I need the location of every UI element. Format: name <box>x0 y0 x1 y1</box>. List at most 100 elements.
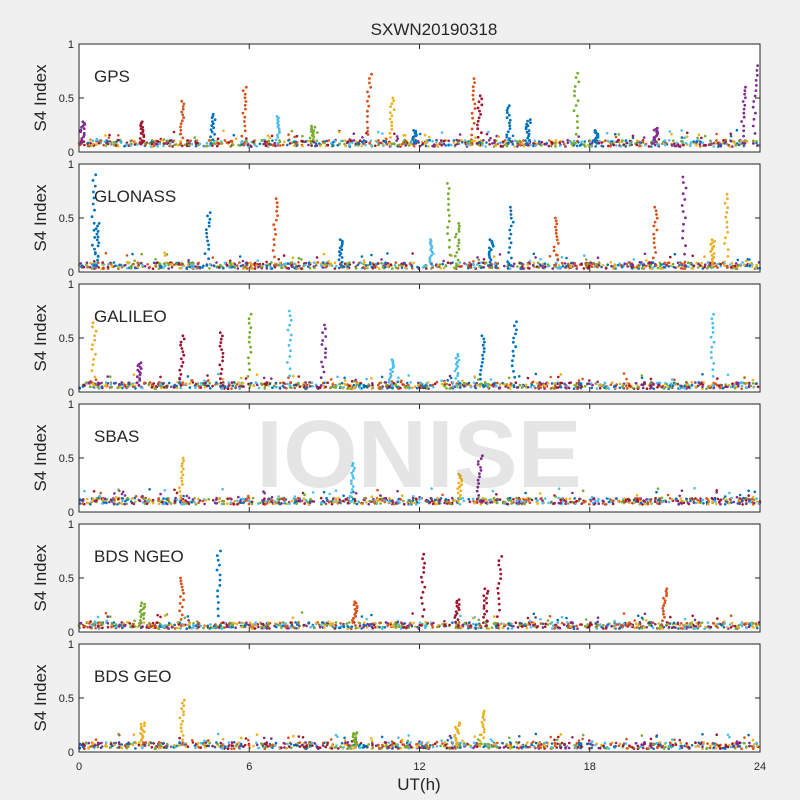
scatter-point <box>431 502 435 506</box>
spike-point <box>240 134 244 138</box>
scatter-point <box>609 260 612 264</box>
scatter-point <box>222 499 225 503</box>
spike-point <box>244 107 247 111</box>
scatter-point <box>96 385 100 389</box>
spike-point <box>508 237 511 240</box>
scatter-point <box>596 380 599 384</box>
spike-series <box>138 120 146 145</box>
spike-point <box>456 374 459 378</box>
scatter-point <box>716 497 720 501</box>
spike-point <box>95 232 99 236</box>
spike-point <box>505 111 509 115</box>
scatter-point <box>270 267 274 270</box>
scatter-point <box>359 261 363 265</box>
spike-point <box>529 121 532 124</box>
scatter-point <box>231 143 235 147</box>
spike-series <box>486 238 495 267</box>
spike-point <box>454 356 458 360</box>
scatter-point <box>86 141 90 145</box>
y-tick-label: 0.5 <box>59 333 74 345</box>
scatter-point <box>541 266 545 269</box>
scatter-point <box>162 497 165 500</box>
scatter-point <box>725 265 728 268</box>
scatter-point <box>260 625 263 629</box>
scatter-point <box>162 138 166 141</box>
spike-point <box>456 371 460 375</box>
scatter-point <box>171 145 174 148</box>
scatter-point <box>575 267 578 270</box>
scatter-point <box>253 267 257 270</box>
scatter-point <box>402 383 406 387</box>
scatter-point <box>650 145 653 148</box>
scatter-point <box>133 619 136 622</box>
scatter-point <box>618 262 621 265</box>
spike-series <box>79 120 87 145</box>
scatter-point <box>394 266 398 269</box>
spike-point <box>94 352 97 356</box>
scatter-point <box>516 265 519 268</box>
scatter-point <box>649 377 653 381</box>
spike-point <box>507 113 511 117</box>
scatter-point <box>182 264 185 268</box>
spike-point <box>389 136 392 139</box>
scatter-point <box>121 499 124 503</box>
spike-point <box>481 357 485 361</box>
scatter-point <box>738 493 742 497</box>
scatter-point <box>620 140 624 143</box>
scatter-point <box>648 261 651 264</box>
spike-point <box>457 222 461 225</box>
scatter-point <box>291 616 295 619</box>
scatter-point <box>172 139 176 143</box>
scatter-point <box>731 382 734 386</box>
scatter-point <box>694 501 698 505</box>
scatter-point <box>215 261 218 264</box>
spike-point <box>181 334 185 338</box>
scatter-point <box>431 385 435 389</box>
scatter-point <box>708 143 711 146</box>
spike-series <box>478 334 486 387</box>
spike-series <box>135 361 143 387</box>
scatter-point <box>358 139 362 142</box>
scatter-point <box>506 267 510 270</box>
scatter-point <box>575 144 579 148</box>
scatter-point <box>474 136 477 139</box>
scatter-point <box>755 382 758 385</box>
scatter-point <box>435 140 438 144</box>
scatter-point <box>557 264 561 267</box>
spike-point <box>712 312 715 316</box>
scatter-point <box>105 141 108 145</box>
scatter-point <box>586 263 589 266</box>
spike-point <box>181 113 185 117</box>
spike-point <box>681 192 685 196</box>
scatter-point <box>567 386 571 390</box>
spike-series <box>388 96 396 145</box>
scatter-point <box>740 384 744 388</box>
spike-point <box>680 204 684 207</box>
scatter-point <box>265 627 269 630</box>
scatter-point <box>555 386 558 389</box>
scatter-point <box>636 499 639 503</box>
scatter-point <box>284 262 287 265</box>
spike-point <box>653 246 657 249</box>
spike-point <box>576 114 579 118</box>
scatter-point <box>87 381 91 385</box>
scatter-point <box>656 502 659 505</box>
scatter-point <box>587 264 591 268</box>
scatter-point <box>323 141 326 145</box>
scatter-point <box>336 375 339 379</box>
scatter-point <box>213 142 217 145</box>
scatter-point <box>560 498 563 502</box>
scatter-point <box>638 627 641 630</box>
scatter-point <box>748 499 751 502</box>
scatter-point <box>591 262 595 266</box>
spike-point <box>180 110 184 114</box>
scatter-point <box>601 499 605 503</box>
scatter-point <box>572 139 576 143</box>
scatter-point <box>598 386 602 390</box>
scatter-point <box>436 624 440 627</box>
scatter-point <box>560 615 564 619</box>
scatter-point <box>307 265 310 268</box>
scatter-point <box>705 387 708 391</box>
scatter-point <box>222 267 225 270</box>
